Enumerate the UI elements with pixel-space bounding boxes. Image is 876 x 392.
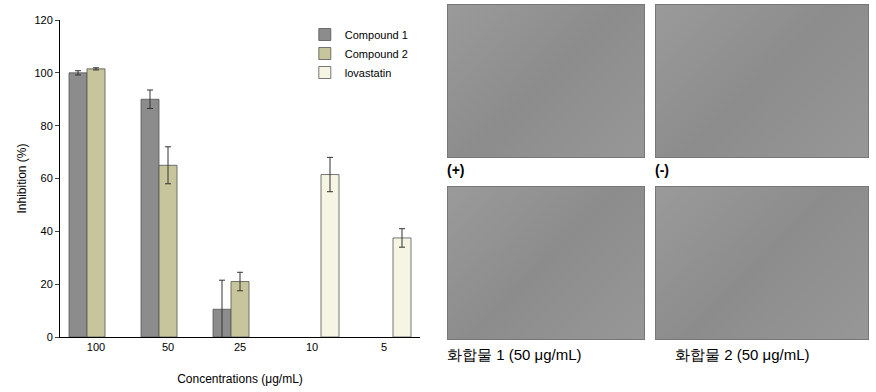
- svg-text:50: 50: [162, 341, 174, 353]
- svg-text:Concentrations (μg/mL): Concentrations (μg/mL): [177, 372, 303, 386]
- svg-text:40: 40: [41, 225, 53, 237]
- svg-text:5: 5: [381, 341, 387, 353]
- html-text:화합물 1 (50 μg/mL): 화합물 1 (50 μg/mL): [447, 346, 582, 363]
- svg-text:120: 120: [34, 14, 52, 26]
- svg-text:10: 10: [306, 341, 318, 353]
- svg-text:20: 20: [41, 278, 53, 290]
- svg-text:Compound 1: Compound 1: [345, 29, 408, 41]
- svg-text:60: 60: [41, 172, 53, 184]
- svg-text:25: 25: [234, 341, 246, 353]
- svg-text:Compound 2: Compound 2: [345, 48, 408, 60]
- svg-text:80: 80: [41, 120, 53, 132]
- svg-text:lovastatin: lovastatin: [345, 67, 391, 79]
- svg-text:Inhibition (%): Inhibition (%): [15, 143, 29, 213]
- svg-text:0: 0: [47, 331, 53, 343]
- svg-text:100: 100: [34, 67, 52, 79]
- html-text:화합물 2 (50 μg/mL): 화합물 2 (50 μg/mL): [675, 346, 810, 363]
- svg-text:100: 100: [87, 341, 105, 353]
